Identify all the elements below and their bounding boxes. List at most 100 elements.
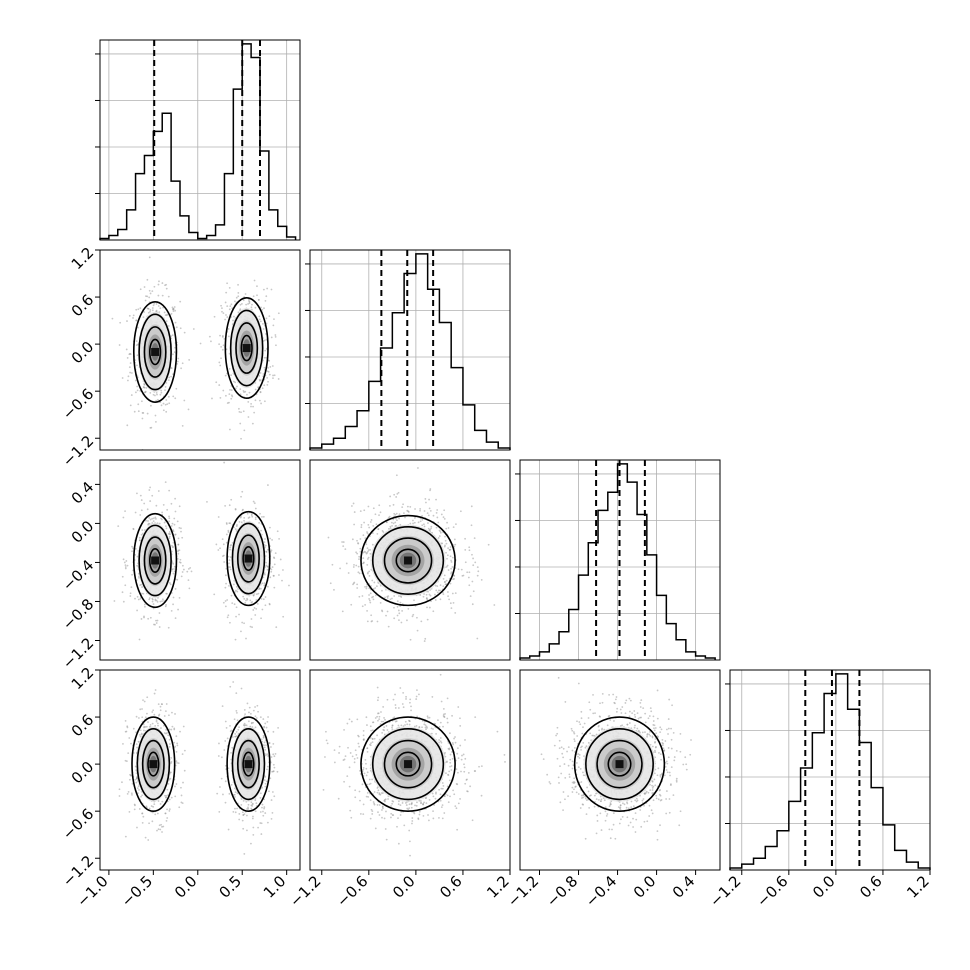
- scatter-point: [453, 737, 455, 740]
- scatter-point: [125, 760, 128, 763]
- scatter-point: [456, 828, 459, 831]
- scatter-point: [128, 314, 131, 317]
- scatter-point: [429, 509, 432, 512]
- scatter-point: [429, 489, 431, 492]
- scatter-point: [274, 753, 277, 755]
- scatter-point: [173, 568, 175, 570]
- scatter-point: [436, 516, 439, 519]
- scatter-point: [409, 638, 412, 641]
- scatter-point: [454, 592, 457, 595]
- scatter-point: [397, 491, 400, 494]
- scatter-point: [151, 811, 154, 814]
- scatter-point: [153, 713, 156, 716]
- scatter-point: [352, 502, 355, 505]
- scatter-point: [143, 603, 146, 606]
- scatter-point: [230, 594, 233, 597]
- density-peak: [151, 347, 160, 356]
- scatter-point: [469, 595, 472, 598]
- scatter-point: [156, 398, 159, 401]
- scatter-point: [407, 511, 410, 513]
- scatter-point: [266, 370, 269, 373]
- scatter-point: [436, 585, 439, 587]
- scatter-point: [442, 577, 445, 580]
- scatter-point: [125, 348, 128, 351]
- scatter-point: [266, 585, 269, 588]
- scatter-point: [457, 706, 460, 708]
- scatter-point: [252, 405, 254, 408]
- scatter-point: [251, 422, 254, 425]
- scatter-point: [241, 819, 244, 822]
- scatter-point: [229, 566, 232, 569]
- contour-line: [148, 547, 162, 573]
- scatter-point: [127, 790, 130, 793]
- scatter-point: [130, 774, 133, 777]
- scatter-point: [258, 315, 261, 318]
- scatter-point: [266, 768, 268, 771]
- scatter-point: [172, 541, 175, 544]
- scatter-point: [256, 294, 258, 297]
- scatter-point: [444, 535, 446, 538]
- scatter-point: [164, 794, 166, 797]
- scatter-point: [138, 575, 140, 578]
- scatter-point: [270, 756, 273, 758]
- scatter-point: [375, 585, 378, 588]
- scatter-point: [121, 591, 124, 594]
- scatter-point: [266, 765, 269, 768]
- scatter-point: [378, 504, 381, 507]
- scatter-point: [125, 560, 128, 562]
- scatter-point: [260, 833, 263, 835]
- scatter-point: [165, 604, 167, 606]
- scatter-point: [152, 603, 155, 605]
- scatter-point: [447, 569, 450, 571]
- scatter-point: [246, 512, 249, 515]
- scatter-point: [264, 299, 267, 302]
- scatter-point: [273, 563, 276, 566]
- scatter-point: [233, 603, 236, 606]
- scatter-point: [270, 336, 273, 339]
- scatter-point: [181, 424, 184, 427]
- scatter-point: [145, 725, 148, 728]
- scatter-point: [170, 375, 172, 378]
- scatter-point: [216, 792, 219, 795]
- scatter-point: [252, 815, 254, 818]
- scatter-point: [168, 520, 171, 523]
- scatter-point: [270, 549, 273, 552]
- scatter-point: [255, 717, 258, 719]
- scatter-point: [232, 380, 235, 383]
- scatter-point: [151, 309, 154, 312]
- scatter-point: [390, 521, 393, 524]
- scatter-point: [243, 429, 246, 432]
- scatter-point: [439, 531, 442, 534]
- scatter-point: [412, 613, 415, 616]
- scatter-point: [434, 599, 437, 601]
- scatter-point: [265, 295, 268, 298]
- scatter-point: [250, 804, 253, 807]
- scatter-point: [243, 519, 245, 522]
- scatter-point: [247, 303, 249, 305]
- scatter-point: [186, 570, 189, 573]
- contour-line: [226, 716, 271, 812]
- scatter-point: [371, 729, 374, 732]
- scatter-point: [174, 397, 177, 400]
- scatter-point: [371, 579, 374, 582]
- scatter-point: [273, 766, 276, 769]
- scatter-point: [254, 810, 257, 813]
- scatter-point: [137, 308, 140, 311]
- scatter-point: [396, 600, 399, 603]
- contour-line: [143, 326, 167, 378]
- scatter-point: [157, 828, 160, 831]
- scatter-point: [446, 794, 449, 797]
- scatter-point: [180, 367, 183, 370]
- scatter-point: [341, 541, 343, 543]
- scatter-panel-1-2: [309, 459, 511, 661]
- scatter-point: [146, 278, 149, 281]
- scatter-point: [155, 719, 158, 722]
- scatter-point: [144, 716, 147, 719]
- scatter-point: [224, 301, 227, 304]
- scatter-point: [421, 518, 424, 521]
- scatter-point: [393, 493, 396, 496]
- scatter-point: [173, 741, 176, 744]
- scatter-point: [164, 481, 167, 484]
- scatter-point: [399, 687, 402, 689]
